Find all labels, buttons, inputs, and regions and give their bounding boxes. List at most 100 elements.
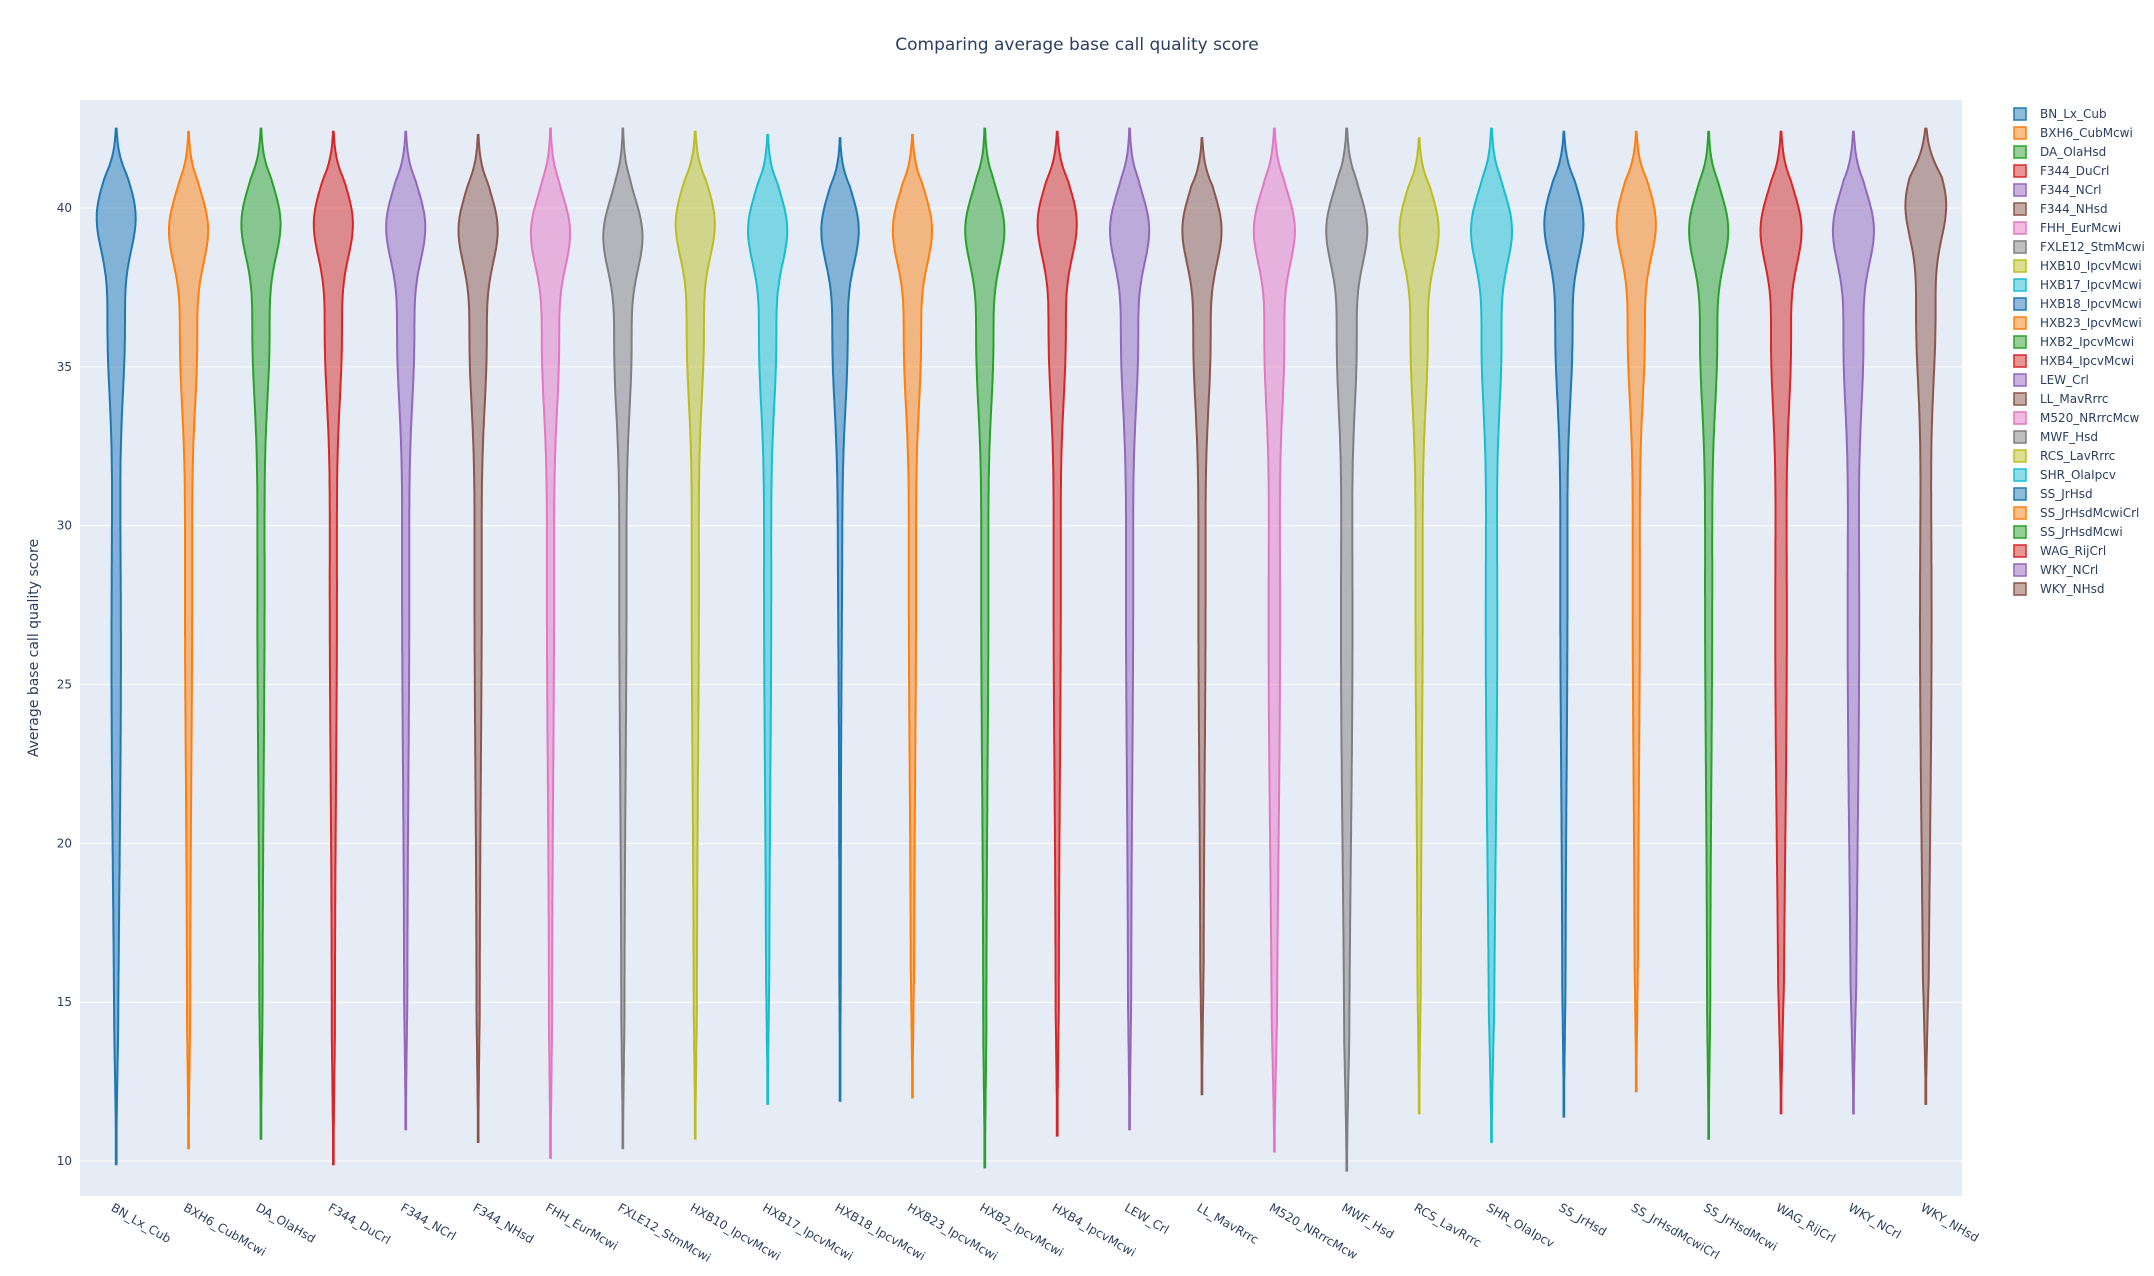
legend-label: SHR_OlaIpcv [2040, 468, 2116, 482]
legend-label: LEW_Crl [2040, 373, 2089, 387]
legend-item[interactable]: HXB2_IpcvMcwi [2013, 335, 2134, 349]
violin-FHH_EurMcwi [529, 127, 572, 1159]
legend-swatch [2013, 297, 2027, 311]
y-tick-label: 10 [57, 1154, 72, 1168]
legend-swatch [2013, 259, 2027, 273]
violin-WAG_RijCrl [1759, 130, 1803, 1115]
legend-item[interactable]: WAG_RijCrl [2013, 544, 2106, 558]
y-tick-label: 40 [57, 201, 72, 215]
legend-item[interactable]: FHH_EurMcwi [2013, 221, 2121, 235]
legend-item[interactable]: F344_DuCrl [2013, 164, 2109, 178]
violin-BXH6_CubMcwi [168, 130, 210, 1150]
legend-swatch [2013, 487, 2027, 501]
violin-HXB2_IpcvMcwi [964, 127, 1006, 1169]
legend-swatch [2013, 145, 2027, 159]
legend-item[interactable]: SS_JrHsdMcwi [2013, 525, 2123, 539]
violin-F344_DuCrl [312, 130, 354, 1166]
violin-SHR_OlaIpcv [1469, 127, 1514, 1143]
legend-label: WKY_NCrl [2040, 563, 2098, 577]
legend-swatch [2013, 183, 2027, 197]
legend-swatch [2013, 335, 2027, 349]
violin-WKY_NHsd [1904, 127, 1948, 1105]
violin-SS_JrHsdMcwi [1688, 130, 1730, 1140]
legend[interactable]: BN_Lx_Cub BXH6_CubMcwi DA_OlaHsd F344_DuCrl… [2013, 107, 2145, 596]
legend-item[interactable]: BN_Lx_Cub [2013, 107, 2107, 121]
legend-swatch [2013, 544, 2027, 558]
legend-item[interactable]: MWF_Hsd [2013, 430, 2098, 444]
legend-label: HXB23_IpcvMcwi [2040, 316, 2142, 330]
violin-FXLE12_StmMcwi [602, 127, 644, 1150]
legend-label: F344_NCrl [2040, 183, 2101, 197]
legend-swatch [2013, 316, 2027, 330]
legend-item[interactable]: HXB10_IpcvMcwi [2013, 259, 2142, 273]
legend-item[interactable]: DA_OlaHsd [2013, 145, 2106, 159]
legend-label: RCS_LavRrrc [2040, 449, 2115, 463]
legend-label: M520_NRrrcMcw [2040, 411, 2140, 425]
legend-item[interactable]: SS_JrHsdMcwiCrl [2013, 506, 2139, 520]
legend-item[interactable]: LEW_Crl [2013, 373, 2089, 387]
violin-F344_NHsd [457, 133, 499, 1143]
violins [95, 127, 1948, 1172]
legend-label: SS_JrHsdMcwiCrl [2040, 506, 2139, 520]
legend-item[interactable]: LL_MavRrrc [2013, 392, 2109, 406]
violin-F344_NCrl [385, 130, 427, 1131]
violin-WKY_NCrl [1831, 130, 1876, 1115]
legend-swatch [2013, 164, 2027, 178]
legend-swatch [2013, 392, 2027, 406]
legend-item[interactable]: SHR_OlaIpcv [2013, 468, 2116, 482]
violin-LL_MavRrrc [1181, 137, 1223, 1096]
violin-SS_JrHsd [1543, 130, 1585, 1118]
legend-label: HXB17_IpcvMcwi [2040, 278, 2142, 292]
violin-HXB18_IpcvMcwi [820, 137, 860, 1102]
y-axis-label: Average base call quality score [26, 539, 42, 757]
y-tick-label: 35 [57, 360, 72, 374]
legend-label: F344_DuCrl [2040, 164, 2109, 178]
legend-label: BN_Lx_Cub [2040, 107, 2107, 121]
violin-LEW_Crl [1108, 127, 1151, 1131]
legend-item[interactable]: HXB23_IpcvMcwi [2013, 316, 2142, 330]
legend-label: F344_NHsd [2040, 202, 2108, 216]
legend-label: FXLE12_StmMcwi [2040, 240, 2145, 254]
legend-item[interactable]: RCS_LavRrrc [2013, 449, 2115, 463]
legend-label: SS_JrHsd [2040, 487, 2093, 501]
legend-swatch [2013, 468, 2027, 482]
legend-swatch [2013, 221, 2027, 235]
legend-item[interactable]: F344_NHsd [2013, 202, 2108, 216]
violin-MWF_Hsd [1325, 127, 1369, 1172]
legend-item[interactable]: SS_JrHsd [2013, 487, 2093, 501]
legend-item[interactable]: BXH6_CubMcwi [2013, 126, 2133, 140]
legend-label: LL_MavRrrc [2040, 392, 2109, 406]
legend-item[interactable]: F344_NCrl [2013, 183, 2101, 197]
legend-swatch [2013, 354, 2027, 368]
y-tick-label: 20 [57, 836, 72, 850]
legend-label: WKY_NHsd [2040, 582, 2105, 596]
legend-label: WAG_RijCrl [2040, 544, 2106, 558]
legend-swatch [2013, 506, 2027, 520]
y-tick-label: 15 [57, 995, 72, 1009]
legend-item[interactable]: WKY_NHsd [2013, 582, 2105, 596]
violin-SS_JrHsdMcwiCrl [1615, 130, 1657, 1093]
legend-swatch [2013, 411, 2027, 425]
violin-DA_OlaHsd [240, 127, 282, 1140]
violin-BN_Lx_Cub [95, 127, 137, 1166]
legend-label: FHH_EurMcwi [2040, 221, 2121, 235]
legend-item[interactable]: M520_NRrrcMcw [2013, 411, 2140, 425]
y-tick-label: 25 [57, 678, 72, 692]
legend-swatch [2013, 582, 2027, 596]
legend-swatch [2013, 126, 2027, 140]
violin-HXB10_IpcvMcwi [674, 130, 716, 1140]
legend-item[interactable]: HXB17_IpcvMcwi [2013, 278, 2142, 292]
violin-HXB23_IpcvMcwi [891, 133, 934, 1099]
y-axis-ticks: 10 15 20 25 30 35 40 [57, 201, 72, 1168]
legend-label: MWF_Hsd [2040, 430, 2098, 444]
legend-swatch [2013, 563, 2027, 577]
legend-item[interactable]: HXB18_IpcvMcwi [2013, 297, 2142, 311]
legend-label: HXB18_IpcvMcwi [2040, 297, 2142, 311]
violin-HXB4_IpcvMcwi [1036, 130, 1078, 1137]
legend-item[interactable]: WKY_NCrl [2013, 563, 2098, 577]
legend-label: HXB2_IpcvMcwi [2040, 335, 2134, 349]
legend-item[interactable]: FXLE12_StmMcwi [2013, 240, 2145, 254]
legend-item[interactable]: HXB4_IpcvMcwi [2013, 354, 2134, 368]
legend-swatch [2013, 278, 2027, 292]
legend-swatch [2013, 107, 2027, 121]
